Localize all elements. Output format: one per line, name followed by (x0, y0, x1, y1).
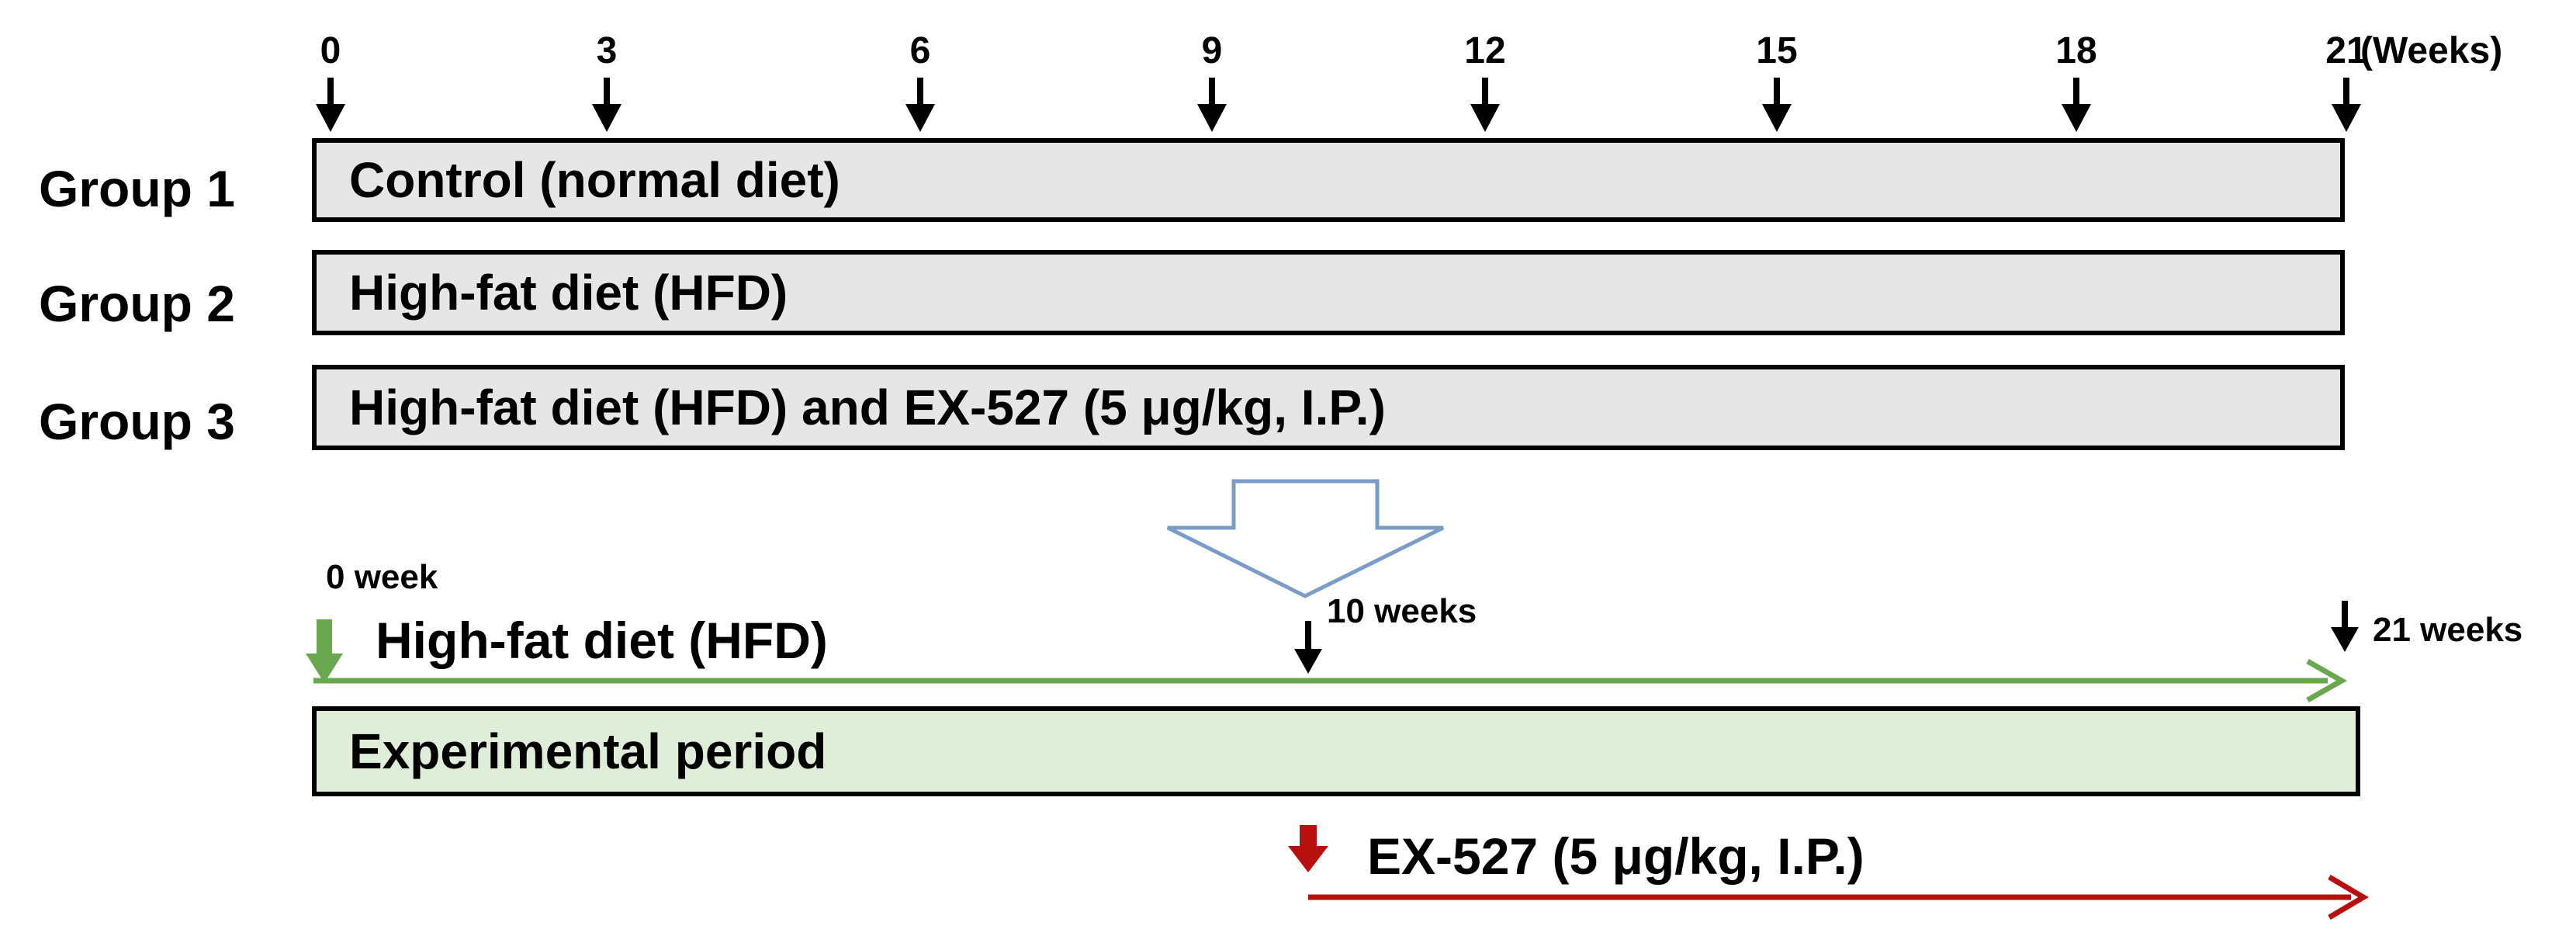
group-3-label: Group 3 (39, 393, 236, 450)
group-3-bar-text: High-fat diet (HFD) and EX-527 (5 μg/kg,… (349, 380, 1386, 435)
week-tick-arrow-icon (905, 78, 935, 132)
group-2-bar-text: High-fat diet (HFD) (349, 265, 788, 321)
week-tick-label: 15 (1756, 30, 1798, 71)
week-tick-label: 0 (320, 30, 341, 71)
group-3-bar: High-fat diet (HFD) and EX-527 (5 μg/kg,… (312, 365, 2345, 450)
green-hfd-arrow-icon (313, 658, 2348, 703)
tick-arrows (316, 78, 2361, 132)
ten-weeks-arrow-icon (1294, 621, 1322, 674)
red-treatment-start-arrow-icon (1288, 825, 1328, 872)
week-tick-arrow-icon (1470, 78, 1500, 132)
group-1-bar: Control (normal diet) (312, 138, 2345, 222)
week-tick-label: 21 (2325, 30, 2367, 71)
group-1-bar-text: Control (normal diet) (349, 152, 840, 208)
week-tick-label: 18 (2055, 30, 2097, 71)
week-tick-label: 3 (596, 30, 618, 71)
hollow-down-arrow-icon (1166, 479, 1445, 598)
group-1-label: Group 1 (39, 160, 236, 217)
week-tick-arrow-icon (592, 78, 621, 132)
week-tick-arrow-icon (2062, 78, 2091, 132)
red-treatment-arrow-icon (1308, 874, 2369, 921)
week-tick-arrow-icon (1197, 78, 1227, 132)
group-2-label: Group 2 (39, 275, 236, 332)
ten-weeks-label: 10 weeks (1327, 592, 1477, 630)
green-start-arrow-icon (306, 619, 343, 683)
weeks-unit-label: (Weeks) (2360, 30, 2503, 71)
experimental-period-text: Experimental period (349, 723, 827, 779)
hfd-label: High-fat diet (HFD) (376, 612, 828, 669)
treatment-label: EX-527 (5 μg/kg, I.P.) (1367, 827, 1864, 885)
week-tick-label: 12 (1464, 30, 1506, 71)
start-week-label: 0 week (326, 558, 438, 596)
week-tick-arrow-icon (316, 78, 345, 132)
week-tick-arrow-icon (1762, 78, 1792, 132)
week-tick-label: 9 (1201, 30, 1223, 71)
twenty-one-weeks-arrow-icon (2331, 601, 2359, 652)
week-tick-label: 6 (909, 30, 931, 71)
experimental-period-bar: Experimental period (312, 706, 2360, 796)
twenty-one-weeks-label: 21 weeks (2373, 611, 2523, 649)
week-tick-arrow-icon (2332, 78, 2361, 132)
group-2-bar: High-fat diet (HFD) (312, 250, 2345, 335)
